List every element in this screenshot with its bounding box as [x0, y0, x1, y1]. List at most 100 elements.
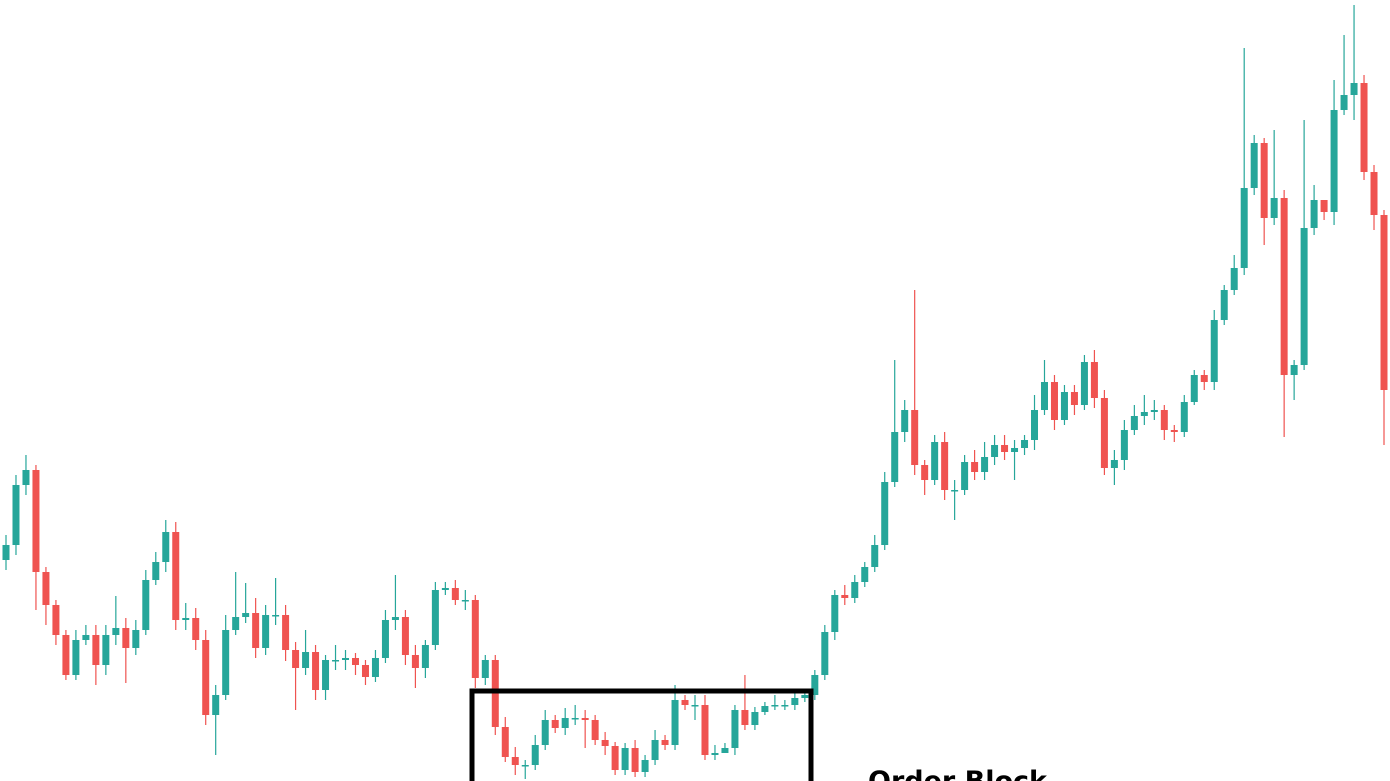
- candle-body: [1150, 410, 1158, 412]
- candle-body: [631, 748, 639, 772]
- candle-body: [781, 705, 789, 707]
- candle-body: [62, 635, 70, 675]
- candle-body: [1310, 200, 1318, 228]
- candle-body: [841, 595, 849, 598]
- candle-body: [761, 706, 769, 712]
- candle-body: [1040, 382, 1048, 410]
- candle-body: [202, 640, 210, 715]
- candle-body: [1190, 375, 1198, 402]
- candle-body: [931, 442, 939, 480]
- candle-body: [1031, 410, 1039, 440]
- candle-body: [342, 658, 350, 660]
- candle-body: [2, 545, 10, 560]
- candle-body: [861, 567, 869, 582]
- candle-body: [651, 740, 659, 760]
- candle-body: [1160, 410, 1168, 430]
- candle-body: [1220, 290, 1228, 320]
- candle-body: [42, 572, 50, 605]
- candle-body: [831, 595, 839, 632]
- candle-body: [481, 660, 489, 678]
- candle-body: [731, 710, 739, 748]
- candle-body: [302, 652, 310, 668]
- candle-body: [1050, 382, 1058, 420]
- candle-body: [1140, 412, 1148, 416]
- candle-body: [1230, 268, 1238, 290]
- candle-body: [701, 705, 709, 755]
- candle-body: [1021, 440, 1029, 448]
- candle-body: [1360, 83, 1368, 172]
- candle-body: [421, 645, 429, 668]
- candle-body: [981, 457, 989, 472]
- candle-body: [22, 470, 30, 485]
- candle-body: [232, 617, 240, 630]
- candle-body: [351, 658, 359, 665]
- candle-body: [681, 700, 689, 705]
- candle-body: [1120, 430, 1128, 460]
- candle-body: [252, 613, 260, 648]
- candle-body: [272, 615, 280, 617]
- candle-body: [1080, 362, 1088, 405]
- candle-body: [371, 658, 379, 677]
- candle-body: [381, 620, 389, 658]
- candle-body: [92, 635, 100, 665]
- candle-body: [671, 700, 679, 745]
- candle-body: [12, 485, 20, 545]
- candle-body: [591, 720, 599, 740]
- candle-body: [611, 746, 619, 770]
- candle-body: [332, 660, 340, 662]
- candle-body: [32, 470, 40, 572]
- candle-body: [811, 675, 819, 695]
- candle-body: [192, 618, 200, 640]
- candle-body: [242, 613, 250, 617]
- candle-body: [1001, 445, 1009, 452]
- candle-body: [212, 695, 220, 715]
- candle-body: [1070, 392, 1078, 405]
- candle-body: [451, 588, 459, 600]
- candle-body: [641, 760, 649, 772]
- candle-body: [741, 710, 749, 725]
- candle-body: [152, 562, 160, 580]
- candle-body: [1370, 172, 1378, 215]
- candle-body: [871, 545, 879, 567]
- candle-body: [751, 712, 759, 725]
- candle-body: [501, 727, 509, 757]
- annotation: Order Block: [868, 766, 1048, 781]
- candle-body: [511, 757, 519, 765]
- candle-body: [1060, 392, 1068, 420]
- candle-body: [172, 532, 180, 620]
- candle-body: [471, 600, 479, 678]
- candle-body: [1130, 416, 1138, 430]
- candle-body: [1011, 448, 1019, 452]
- order-block-box: [469, 688, 814, 781]
- candle-body: [361, 665, 369, 677]
- candle-body: [821, 632, 829, 675]
- candles: [2, 5, 1388, 779]
- candle-body: [661, 740, 669, 745]
- candle-body: [1200, 375, 1208, 382]
- candle-body: [52, 605, 60, 635]
- candle-body: [182, 618, 190, 620]
- candle-body: [941, 442, 949, 490]
- candle-body: [961, 462, 969, 490]
- candle-body: [222, 630, 230, 695]
- candle-body: [1280, 198, 1288, 375]
- candle-body: [801, 695, 809, 698]
- candle-body: [851, 582, 859, 598]
- candle-body: [292, 650, 300, 668]
- candle-body: [262, 615, 270, 648]
- candle-body: [891, 432, 899, 482]
- candle-body: [791, 698, 799, 705]
- candle-body: [1330, 110, 1338, 212]
- candle-body: [441, 588, 449, 590]
- candle-body: [142, 580, 150, 630]
- candle-body: [571, 718, 579, 720]
- candle-body: [1170, 430, 1178, 432]
- candle-body: [162, 532, 170, 562]
- candle-body: [991, 445, 999, 457]
- candle-body: [911, 410, 919, 465]
- candle-body: [1100, 398, 1108, 468]
- candle-body: [112, 628, 120, 635]
- candle-body: [322, 660, 330, 690]
- candle-body: [1110, 460, 1118, 468]
- candle-body: [601, 740, 609, 746]
